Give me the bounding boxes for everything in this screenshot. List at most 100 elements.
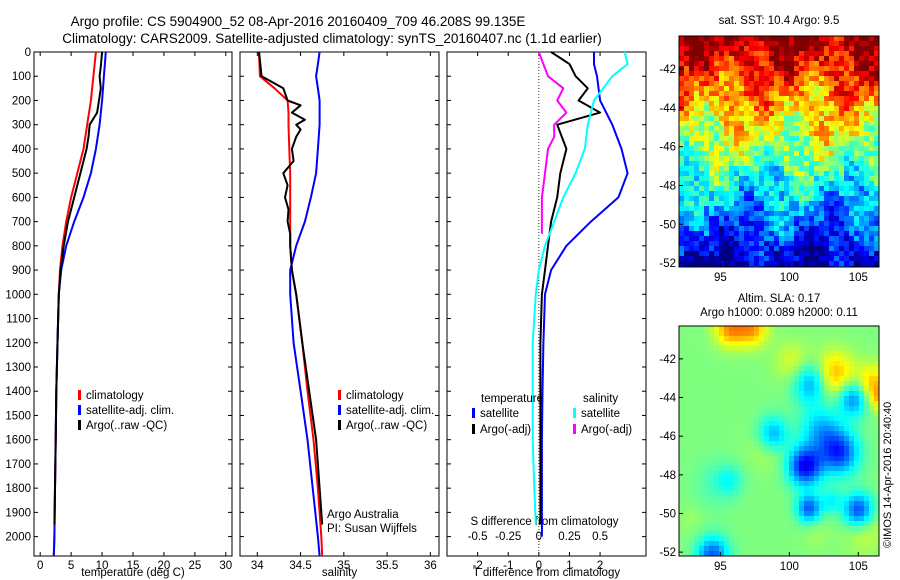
y-tick-label: 500 <box>12 168 31 180</box>
legend-swatch <box>338 420 341 430</box>
x-tick-label: 5 <box>68 560 74 572</box>
legend-entry: Argo(..raw -QC) <box>346 420 427 432</box>
x-tick-label: 105 <box>849 561 868 573</box>
secondary-axis-label: S difference from climatology <box>470 516 618 528</box>
legend-swatch <box>338 390 341 400</box>
y-tick-label: -52 <box>659 547 676 559</box>
series-line-temperature-argo-adj- <box>539 51 602 525</box>
legend-swatch <box>78 390 81 400</box>
y-tick-label: -48 <box>659 470 676 482</box>
series-line-satellite-adj-clim- <box>289 51 321 557</box>
x-tick-label: 25 <box>188 560 201 572</box>
y-tick-label: 1900 <box>5 507 31 519</box>
annotation-line: Argo Australia <box>327 509 399 521</box>
map-title-line-1: Altim. SLA: 0.17 <box>738 293 820 305</box>
x-axis-label: temperature (deg C) <box>81 567 185 579</box>
legend-entry: climatology <box>86 390 144 402</box>
legend-entry: satellite-adj. clim. <box>346 405 434 417</box>
map-panel-sst-map: 95 100 105 -42 -44 -46 -48 -50 -52 sat. SST: 10.4… <box>659 15 880 284</box>
annotation-line: PI: Susan Wijffels <box>327 523 417 535</box>
x-axis-label: salinity <box>322 567 357 579</box>
x-tick-label: 95 <box>714 561 727 573</box>
map-frame <box>678 35 880 268</box>
x-tick-label: 15 <box>127 560 140 572</box>
x-tick-label: 100 <box>780 272 799 284</box>
legend-entry: climatology <box>346 390 404 402</box>
y-tick-label: 900 <box>12 265 31 277</box>
legend-entry: Argo(-adj) <box>480 424 531 436</box>
legend-entry: satellite-adj. clim. <box>86 405 174 417</box>
map-frame <box>678 325 880 557</box>
legend-swatch <box>472 424 475 434</box>
secondary-tick-label: 0.5 <box>592 531 608 543</box>
profile-panel-difference: -2 -1 0 1 2T difference from climatology S di… <box>446 51 647 579</box>
legend-entry: Argo(..raw -QC) <box>86 420 167 432</box>
y-tick-label: -42 <box>659 64 676 76</box>
y-tick-label: -44 <box>659 103 676 115</box>
y-tick-label: 100 <box>12 71 31 83</box>
y-tick-label: -46 <box>659 431 676 443</box>
y-tick-label: 1400 <box>5 386 31 398</box>
x-tick-label: 100 <box>780 561 799 573</box>
x-tick-label: 36 <box>424 560 437 572</box>
y-tick-label: -48 <box>659 180 676 192</box>
map-title: sat. SST: 10.4 Argo: 9.5 <box>719 15 840 27</box>
x-axis-label: T difference from climatology <box>473 567 620 579</box>
y-tick-label: 1300 <box>5 362 31 374</box>
y-tick-label: 1500 <box>5 410 31 422</box>
figure-title-line-1: Argo profile: CS 5904900_52 08-Apr-2016 … <box>71 14 526 29</box>
y-tick-label: 600 <box>12 192 31 204</box>
y-tick-label: 300 <box>12 120 31 132</box>
series-line-salinity-argo-adj- <box>537 51 568 234</box>
x-tick-label: 1 <box>566 560 572 572</box>
y-tick-label: -50 <box>659 219 676 231</box>
x-tick-label: 0 <box>37 560 43 572</box>
y-tick-label: -52 <box>659 258 676 270</box>
x-tick-label: 95 <box>714 272 727 284</box>
secondary-tick-label: -0.25 <box>495 531 521 543</box>
y-tick-label: 200 <box>12 95 31 107</box>
y-tick-label: 1200 <box>5 338 31 350</box>
x-tick-label: 34.5 <box>289 560 311 572</box>
imos-credit: ©IMOS 14-Apr-2016 20:40:40 <box>882 402 894 548</box>
y-tick-label: 1600 <box>5 435 31 447</box>
plot-frame <box>446 51 647 557</box>
y-tick-label: 1800 <box>5 483 31 495</box>
series-line-salinity-satellite <box>531 51 629 525</box>
map-panel-sla-map: 95 100 105 -42 -44 -46 -48 -50 -52 Altim. SLA: 0.… <box>659 293 880 573</box>
legend-swatch <box>573 408 576 418</box>
legend-swatch <box>472 408 475 418</box>
map-title-line-2: Argo h1000: 0.089 h2000: 0.11 <box>700 307 858 319</box>
secondary-tick-label: 0.25 <box>558 531 580 543</box>
x-tick-label: 30 <box>219 560 232 572</box>
y-tick-label: 1000 <box>5 289 31 301</box>
figure-title-line-2: Climatology: CARS2009. Satellite-adjuste… <box>62 31 602 46</box>
x-tick-label: 20 <box>158 560 171 572</box>
legend-swatch <box>573 424 576 434</box>
y-tick-label: -46 <box>659 142 676 154</box>
series-line-argo-raw-qc- <box>258 51 324 525</box>
y-tick-label: -44 <box>659 393 676 405</box>
y-tick-label: 1100 <box>6 314 31 326</box>
x-tick-label: 0 <box>536 560 542 572</box>
y-tick-label: 400 <box>12 144 31 156</box>
map-field <box>679 36 879 267</box>
y-tick-label: -50 <box>659 508 676 520</box>
legend-entry: satellite <box>581 408 620 420</box>
legend-entry: Argo(-adj) <box>581 424 632 436</box>
legend-swatch <box>78 405 81 415</box>
plot-frame <box>239 51 440 557</box>
x-tick-label: -2 <box>472 560 482 572</box>
y-tick-label: 1700 <box>5 459 31 471</box>
y-tick-label: 800 <box>12 241 31 253</box>
legend-title: salinity <box>583 393 618 405</box>
map-field <box>679 326 879 556</box>
secondary-tick-label: -0.5 <box>468 531 488 543</box>
plot-frame <box>33 51 233 557</box>
secondary-tick-label: 0 <box>536 531 542 543</box>
y-tick-label: -42 <box>659 354 676 366</box>
x-tick-label: 35.5 <box>376 560 398 572</box>
x-tick-label: 2 <box>597 560 603 572</box>
x-tick-label: -1 <box>503 560 513 572</box>
